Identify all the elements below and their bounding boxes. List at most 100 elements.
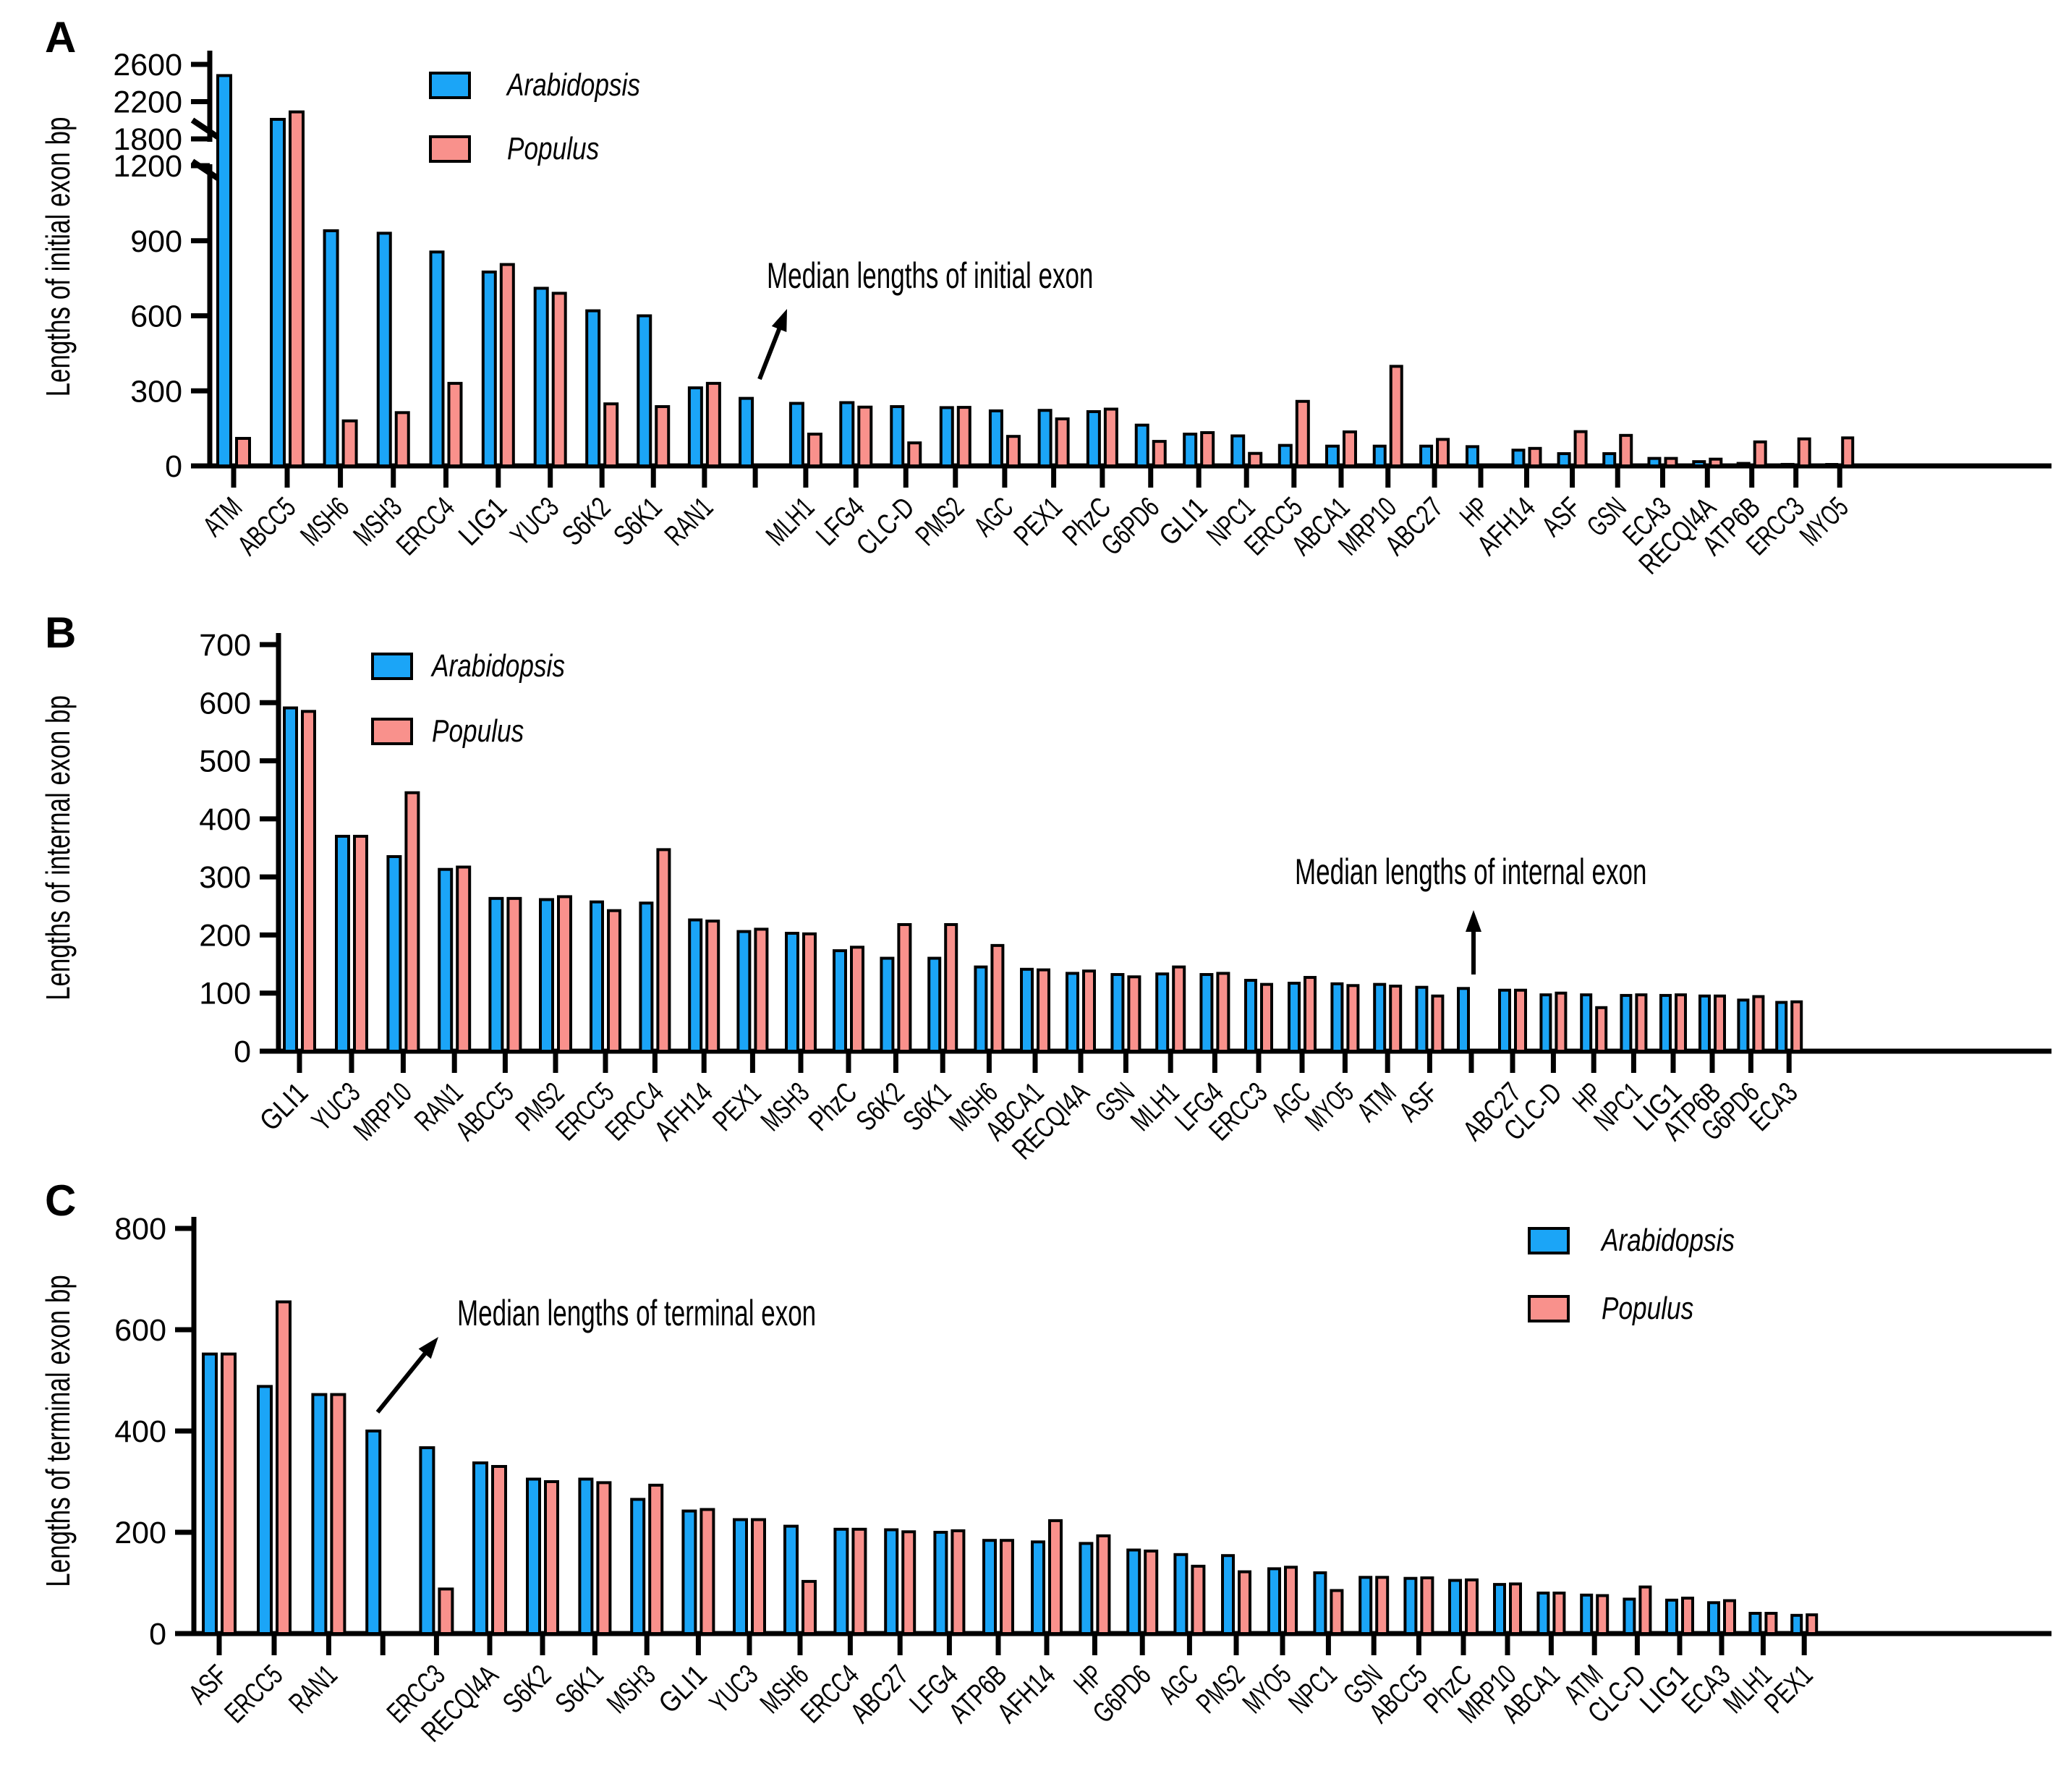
bar-populus-YUC3 bbox=[551, 292, 567, 467]
gene-label-MYO5: MYO5 bbox=[1237, 1659, 1297, 1719]
bar-arabidopsis-RECQI4A bbox=[1692, 460, 1706, 468]
bar-arabidopsis-GLI1 bbox=[681, 1509, 697, 1636]
legend-item-populus: Populus bbox=[429, 131, 673, 167]
populus-color-swatch bbox=[371, 718, 413, 745]
bar-arabidopsis-HP bbox=[1580, 993, 1593, 1053]
median-bar bbox=[365, 1430, 382, 1635]
bar-populus-GSN bbox=[1619, 433, 1633, 467]
bar-populus-ATP6B bbox=[1714, 994, 1726, 1053]
panel-b-median-annotation: Median lengths of internal exon bbox=[1295, 852, 1647, 892]
bar-arabidopsis-PEX1 bbox=[1037, 409, 1053, 468]
bar-populus-ABC27 bbox=[1436, 438, 1450, 468]
bar-populus-YUC3 bbox=[353, 834, 368, 1053]
panel-a-y-axis-title: Lengths of initial exon bp bbox=[39, 116, 77, 397]
bar-populus-YUC3 bbox=[751, 1518, 766, 1635]
bar-arabidopsis-AFH14 bbox=[1031, 1540, 1045, 1636]
bar-populus-GSN bbox=[1127, 975, 1141, 1053]
bar-arabidopsis-ERCC5 bbox=[257, 1385, 273, 1636]
median-annotation-arrowhead bbox=[771, 309, 787, 332]
bar-arabidopsis-ECA3 bbox=[1775, 1001, 1788, 1053]
y-tick-label: 0 bbox=[165, 449, 182, 484]
bar-populus-MRP10 bbox=[1509, 1582, 1522, 1635]
panel-a-median-annotation: Median lengths of initial exon bbox=[767, 255, 1094, 296]
bar-populus-ERCC5 bbox=[276, 1300, 292, 1635]
bar-populus-PhzC bbox=[1465, 1578, 1479, 1636]
bar-arabidopsis-ASF bbox=[1415, 985, 1429, 1053]
bar-populus-PEX1 bbox=[1806, 1613, 1819, 1636]
arabidopsis-color-swatch bbox=[371, 653, 413, 680]
bar-arabidopsis-RECQI4A bbox=[472, 1461, 488, 1635]
populus-legend-label: Populus bbox=[432, 713, 524, 749]
bar-populus-AFH14 bbox=[705, 920, 720, 1053]
bar-arabidopsis-S6K2 bbox=[526, 1477, 541, 1635]
arabidopsis-color-swatch bbox=[1528, 1227, 1570, 1254]
y-tick-label: 200 bbox=[199, 918, 251, 953]
bar-arabidopsis-S6K2 bbox=[585, 309, 601, 467]
bar-arabidopsis-MSH6 bbox=[974, 965, 988, 1053]
gene-label-ABCC5: ABCC5 bbox=[450, 1077, 520, 1147]
bar-arabidopsis-ABCC5 bbox=[488, 896, 504, 1053]
y-tick-label: 400 bbox=[199, 802, 251, 837]
bar-arabidopsis-MRP10 bbox=[1372, 444, 1387, 468]
legend-item-arabidopsis: Arabidopsis bbox=[371, 648, 598, 684]
bar-populus-PEX1 bbox=[754, 927, 769, 1053]
gene-label-AGC: AGC bbox=[969, 491, 1020, 543]
bar-arabidopsis-AGC bbox=[1288, 982, 1301, 1053]
bar-populus-NPC1 bbox=[1248, 451, 1263, 467]
bar-populus-S6K1 bbox=[655, 405, 671, 467]
bar-arabidopsis-ABC27 bbox=[1498, 988, 1511, 1053]
gene-label-PEX1: PEX1 bbox=[1759, 1659, 1819, 1719]
bar-populus-AFH14 bbox=[1528, 446, 1542, 467]
y-tick-label: 2200 bbox=[113, 85, 182, 120]
bar-populus-MSH6 bbox=[801, 1579, 817, 1635]
bar-arabidopsis-MSH3 bbox=[630, 1498, 646, 1635]
bar-populus-ERCC5 bbox=[1295, 399, 1310, 468]
bar-populus-ERCC4 bbox=[447, 381, 463, 467]
populus-legend-label: Populus bbox=[1602, 1291, 1694, 1326]
median-annotation-arrowhead bbox=[418, 1337, 438, 1359]
gene-label-MSH3: MSH3 bbox=[755, 1077, 815, 1137]
bar-arabidopsis-NPC1 bbox=[1230, 434, 1246, 468]
gene-label-MSH6: MSH6 bbox=[295, 491, 355, 551]
bar-arabidopsis-ABCA1 bbox=[1536, 1592, 1550, 1635]
bar-populus-AGC bbox=[1005, 435, 1021, 468]
bar-populus-ABCC5 bbox=[1420, 1576, 1434, 1635]
bar-arabidopsis-ABCA1 bbox=[1020, 967, 1034, 1053]
bar-populus-MSH6 bbox=[990, 943, 1005, 1053]
bar-arabidopsis-GSN bbox=[1358, 1576, 1373, 1636]
y-tick-label: 600 bbox=[130, 300, 182, 334]
panel-a-letter: A bbox=[45, 13, 77, 61]
bar-arabidopsis-PhzC bbox=[1448, 1579, 1462, 1635]
bar-arabidopsis-G6PD6 bbox=[1737, 998, 1750, 1053]
legend-item-populus: Populus bbox=[371, 713, 598, 750]
gene-label-ERCC4: ERCC4 bbox=[600, 1077, 670, 1147]
gene-label-S6K2: S6K2 bbox=[850, 1077, 910, 1137]
bar-arabidopsis-MYO5 bbox=[1267, 1567, 1281, 1635]
bar-arabidopsis-ERCC3 bbox=[419, 1446, 435, 1635]
gene-label-PhzC: PhzC bbox=[803, 1077, 863, 1137]
bar-arabidopsis-LFG4 bbox=[933, 1531, 948, 1635]
bar-populus-ECA3 bbox=[1790, 1000, 1803, 1053]
bar-populus-ATP6B bbox=[1000, 1539, 1014, 1635]
bar-populus-HP bbox=[1595, 1006, 1608, 1053]
bar-arabidopsis-LFG4 bbox=[1199, 973, 1214, 1053]
bar-populus-MYO5 bbox=[1284, 1566, 1298, 1636]
bar-arabidopsis-ABCC5 bbox=[270, 117, 286, 467]
bar-arabidopsis-RAN1 bbox=[311, 1393, 328, 1635]
bar-arabidopsis-MRP10 bbox=[1493, 1583, 1506, 1636]
bar-arabidopsis-ASF bbox=[202, 1352, 218, 1635]
bar-arabidopsis-NPC1 bbox=[1620, 993, 1633, 1053]
bar-populus-S6K1 bbox=[944, 922, 958, 1053]
bar-populus-LFG4 bbox=[1216, 972, 1230, 1053]
gene-label-CLC-D: CLC-D bbox=[851, 491, 921, 561]
gene-label-YUC3: YUC3 bbox=[704, 1659, 764, 1719]
bar-populus-RAN1 bbox=[456, 865, 472, 1053]
bar-populus-ERCC4 bbox=[656, 848, 671, 1053]
legend-item-arabidopsis: Arabidopsis bbox=[1528, 1223, 1768, 1259]
bar-populus-RECQI4A bbox=[1709, 457, 1723, 468]
bar-populus-MLH1 bbox=[807, 433, 822, 467]
y-tick-label: 300 bbox=[130, 374, 182, 409]
bar-populus-ERCC3 bbox=[438, 1587, 454, 1635]
bar-populus-CLC-D bbox=[1555, 991, 1568, 1053]
bar-arabidopsis-S6K1 bbox=[637, 314, 652, 468]
